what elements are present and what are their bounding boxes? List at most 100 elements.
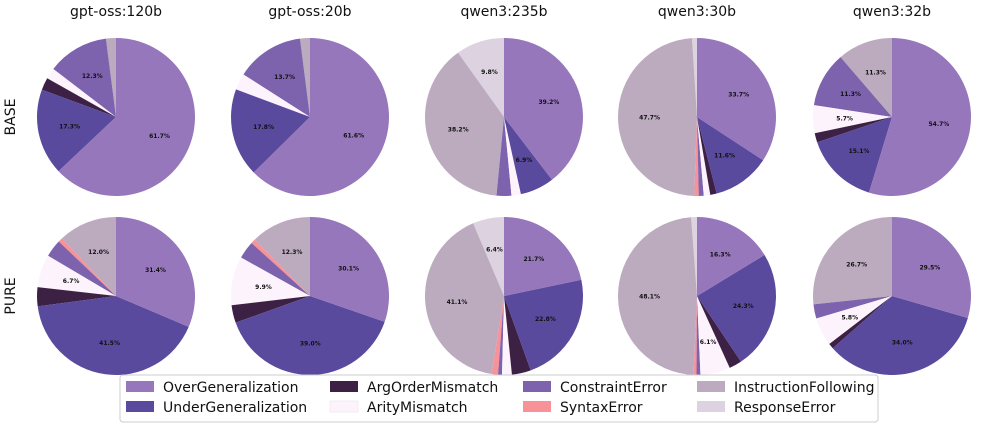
slice-syntaxerror [693,296,697,375]
slice-label-undergeneralization: 24.3% [733,303,754,310]
legend-swatch-argordermismatch [330,381,358,392]
column-title-qwen3-32b: qwen3:32b [853,4,931,20]
legend-swatch-aritymismatch [329,400,359,413]
slice-argordermismatch [829,296,892,349]
legend-swatch-responseerror [697,401,725,412]
slice-aritymismatch [813,105,892,134]
slice-constrainterror [813,296,892,319]
slice-label-overgeneralization: 16.3% [710,252,731,259]
legend-item-aritymismatch: ArityMismatch [329,400,468,416]
slice-responseerror [691,38,697,117]
slice-label-aritymismatch: 5.7% [836,115,853,122]
slice-constrainterror [813,57,892,117]
slice-label-undergeneralization: 15.1% [849,148,870,155]
slice-label-instructionfollowing: 11.3% [865,70,886,77]
slice-constrainterror [48,241,116,296]
slice-undergeneralization [235,296,385,376]
slice-overgeneralization [116,217,196,327]
slice-label-undergeneralization: 41.5% [99,340,120,347]
pie-qwen3-30b-pure: 48.1% 6.1% 24.3% 16.3% [617,216,777,376]
slice-undergeneralization [36,89,116,172]
slice-constrainterror [696,296,701,376]
pie-qwen3-235b-pure: 6.4% 41.1% 22.8% 21.7% [424,216,584,376]
slice-argordermismatch [231,296,310,323]
slice-overgeneralization [697,38,777,161]
slice-syntaxerror [491,296,504,375]
slice-instructionfollowing [618,38,697,196]
slice-instructionfollowing [424,223,504,375]
legend-item-responseerror: ResponseError [697,400,836,416]
slice-instructionfollowing [105,38,116,117]
slice-syntaxerror [251,239,310,296]
row-labels: BASE PURE [3,99,19,315]
pie-gpt-oss-120b-pure: 12.0% 6.7% 41.5% 31.4% [36,217,196,375]
legend-label-responseerror: ResponseError [734,400,836,416]
legend-frame [119,374,879,423]
legend-label-aritymismatch: ArityMismatch [367,400,468,416]
column-title-gpt-oss-120b: gpt-oss:120b [70,4,162,20]
slice-undergeneralization [817,117,892,193]
slice-constrainterror [243,38,310,117]
legend-item-syntaxerror: SyntaxError [523,400,643,416]
slice-aritymismatch [697,296,730,375]
row-label-pure: PURE [3,277,19,314]
legend-item-overgeneralization: OverGeneralization [126,380,298,396]
legend: OverGeneralization UnderGeneralization Arg… [119,374,879,423]
slice-label-overgeneralization: 29.5% [919,265,940,272]
slice-label-undergeneralization: 22.8% [535,316,556,323]
slice-undergeneralization [231,89,310,173]
slice-instructionfollowing [254,217,310,296]
slice-label-aritymismatch: 5.8% [841,315,858,322]
legend-label-syntaxerror: SyntaxError [560,400,643,416]
slice-argordermismatch [41,78,116,117]
slice-label-undergeneralization: 11.6% [714,153,735,160]
legend-item-undergeneralization: UnderGeneralization [126,400,307,416]
legend-swatch-undergeneralization [126,401,154,412]
legend-swatch-overgeneralization [126,381,154,392]
slice-argordermismatch [697,117,717,195]
slice-overgeneralization [253,38,390,197]
slice-responseerror [691,216,697,296]
slice-undergeneralization [697,117,764,194]
slice-aritymismatch [47,68,116,117]
column-titles: gpt-oss:120b gpt-oss:20b qwen3:235b qwen3:3… [70,4,931,20]
slice-label-responseerror: 9.8% [481,69,498,76]
slice-aritymismatch [230,257,310,306]
legend-label-argordermismatch: ArgOrderMismatch [367,380,498,396]
slice-label-undergeneralization: 17.8% [253,124,274,131]
slice-label-overgeneralization: 61.7% [149,133,170,140]
slice-label-undergeneralization: 39.0% [300,340,321,347]
slice-label-overgeneralization: 54.7% [928,121,949,128]
slice-label-undergeneralization: 17.3% [59,124,80,131]
slice-label-overgeneralization: 61.6% [343,132,364,139]
legend-label-instructionfollowing: InstructionFollowing [734,380,875,396]
slice-undergeneralization [504,279,584,371]
slice-label-instructionfollowing: 48.1% [639,294,660,301]
slice-responseerror [457,38,504,117]
slice-label-overgeneralization: 30.1% [338,266,359,273]
slice-instructionfollowing [424,52,504,196]
legend-item-instructionfollowing: InstructionFollowing [697,380,875,396]
pie-gpt-oss-120b-base: 12.3% 17.3% 61.7% [36,38,195,196]
column-title-gpt-oss-20b: gpt-oss:20b [268,4,351,20]
row-label-base: BASE [3,99,19,136]
slice-label-undergeneralization: 6.9% [516,157,533,164]
slice-instructionfollowing [299,37,310,117]
slice-aritymismatch [816,296,892,345]
slice-overgeneralization [892,217,971,319]
pie-qwen3-32b-base: 11.3% 11.3% 5.7% 15.1% 54.7% [813,38,972,196]
slice-label-undergeneralization: 34.0% [892,339,913,346]
slice-argordermismatch [814,117,892,143]
column-title-qwen3-30b: qwen3:30b [658,4,736,20]
slice-aritymismatch [502,296,512,376]
column-title-qwen3-235b: qwen3:235b [460,4,547,20]
legend-swatch-instructionfollowing [697,381,725,392]
slice-argordermismatch [504,296,531,375]
legend-item-constrainterror: ConstraintError [523,380,667,396]
slice-label-overgeneralization: 39.2% [538,99,559,106]
slice-argordermismatch [36,287,116,307]
slice-undergeneralization [37,296,189,375]
slice-label-constrainterror: 11.3% [840,91,861,98]
slice-label-instructionfollowing: 38.2% [448,126,469,133]
